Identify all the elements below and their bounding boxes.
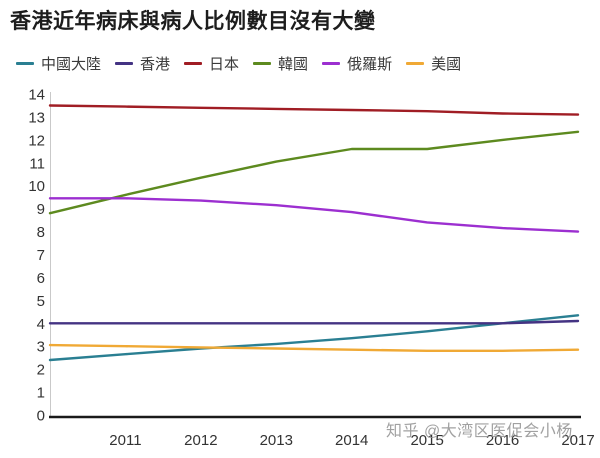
y-tick-label: 9 [37,201,45,218]
legend-label: 日本 [209,56,240,73]
y-tick-label: 7 [37,247,45,264]
y-tick-label: 14 [28,86,45,103]
series-line-0 [48,314,580,362]
x-tick-label: 2014 [335,432,368,449]
legend-swatch-icon [253,62,272,65]
series-line-4 [48,197,580,233]
y-tick-label: 13 [28,109,45,126]
legend-label: 美國 [431,56,462,73]
series-line-5 [48,343,580,352]
x-tick-label: 2017 [561,432,594,449]
legend-label: 中國大陸 [41,56,102,73]
legend-swatch-icon [184,62,203,65]
y-tick-label: 5 [37,293,45,310]
chart-title: 香港近年病床與病人比例數目沒有大變 [10,10,376,33]
series-line-3 [48,130,580,215]
legend-item-5: 美國 [406,53,461,74]
x-tick-label: 2013 [260,432,293,449]
legend-item-0: 中國大陸 [16,53,101,74]
series-line-1 [48,319,580,325]
y-tick-label: 2 [37,362,45,379]
y-tick-label: 11 [29,155,45,172]
legend-item-2: 日本 [184,53,239,74]
legend-label: 香港 [140,56,171,73]
y-tick-label: 0 [37,408,45,425]
y-tick-label: 12 [28,132,45,149]
legend-item-3: 韓國 [253,53,308,74]
series-line-2 [48,104,580,116]
y-tick-label: 1 [37,385,45,402]
legend-item-1: 香港 [115,53,170,74]
legend-swatch-icon [322,62,341,65]
x-tick-label: 2015 [410,432,443,449]
x-tick-label: 2011 [109,432,141,449]
legend-item-4: 俄羅斯 [322,53,392,74]
legend-label: 韓國 [278,56,309,73]
y-tick-label: 6 [37,270,45,287]
legend-label: 俄羅斯 [347,56,393,73]
chart-legend: 中國大陸 香港 日本 韓國 俄羅斯 美國 [16,53,461,74]
x-tick-label: 2012 [184,432,217,449]
x-tick-label: 2016 [486,432,519,449]
legend-swatch-icon [406,62,425,65]
y-tick-label: 8 [37,224,45,241]
legend-swatch-icon [16,62,34,65]
y-tick-label: 4 [37,316,45,333]
y-tick-label: 10 [28,178,45,195]
legend-swatch-icon [115,62,134,65]
y-tick-label: 3 [37,339,45,356]
